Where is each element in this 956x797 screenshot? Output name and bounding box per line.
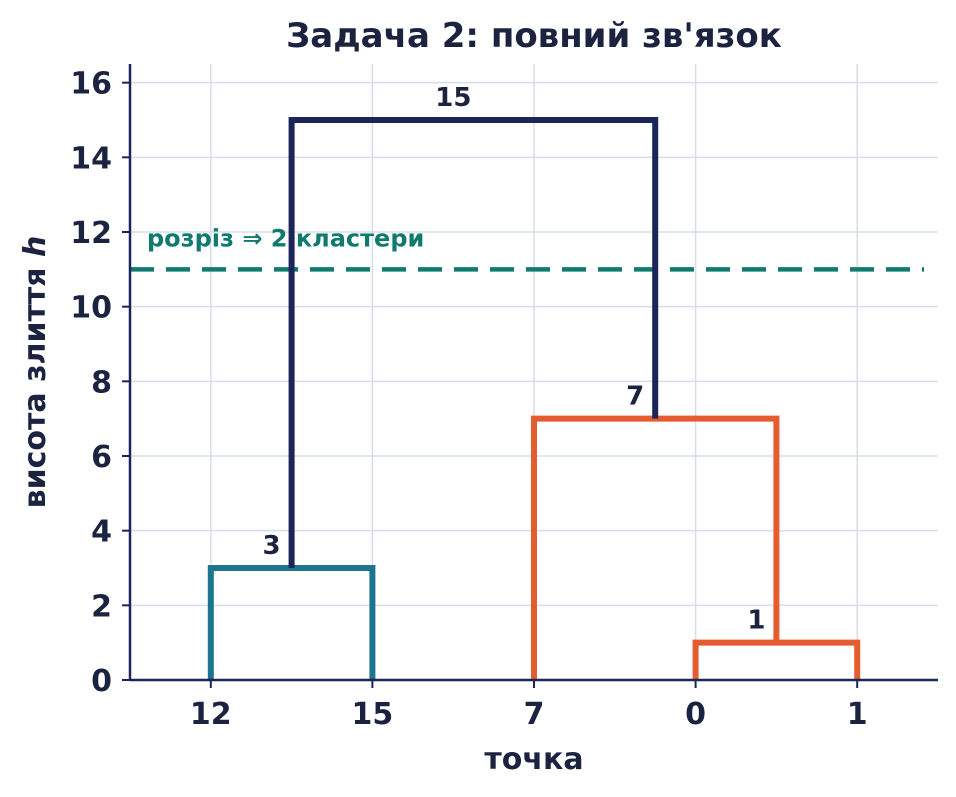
chart-title: Задача 2: повний зв'язок (286, 16, 782, 56)
x-tick-label: 0 (685, 697, 706, 732)
x-axis-label: точка (484, 742, 583, 777)
dendrogram-links (207, 117, 861, 680)
x-tick-label: 1 (847, 697, 868, 732)
axes: 0 2 4 6 8 10 12 14 16 12 15 7 0 1 (70, 64, 938, 732)
y-tick-label: 16 (70, 67, 112, 102)
merge-height-label: 3 (263, 531, 281, 561)
merge-link-3 (531, 415, 780, 680)
y-tick-label: 12 (70, 216, 112, 251)
y-tick-label: 6 (91, 440, 112, 475)
x-tick-label: 7 (524, 697, 545, 732)
y-axis-label-main: висота злиття (18, 257, 53, 508)
merge-height-label: 7 (626, 382, 644, 412)
y-axis-label: висота злиття h (18, 236, 53, 509)
x-tick-label: 15 (352, 697, 394, 732)
y-tick-label: 2 (91, 589, 112, 624)
y-tick-label: 8 (91, 365, 112, 400)
merge-link-2 (692, 639, 861, 680)
merge-link-1 (207, 565, 376, 680)
y-tick-label: 14 (70, 141, 112, 176)
x-tick-label: 12 (190, 697, 232, 732)
y-tick-label: 4 (91, 515, 112, 550)
y-axis-label-variable: h (18, 236, 53, 257)
y-tick-label: 10 (70, 291, 112, 326)
cut-line-group: розріз ⇒ 2 кластери (130, 224, 924, 272)
merge-link-4 (288, 117, 659, 568)
y-tick-label: 0 (91, 664, 112, 699)
merge-labels: 3 1 7 15 (263, 83, 766, 636)
merge-height-label: 15 (435, 83, 471, 113)
merge-height-label: 1 (747, 606, 765, 636)
cut-label: розріз ⇒ 2 кластери (147, 224, 424, 252)
